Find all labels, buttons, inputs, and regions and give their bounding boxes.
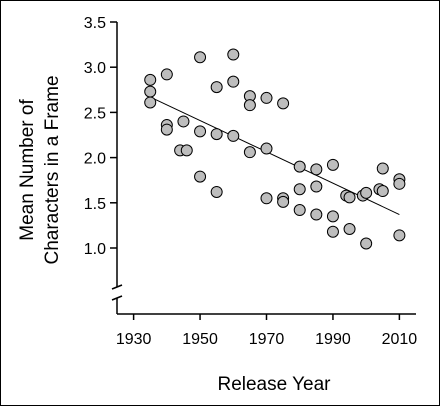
data-point bbox=[277, 195, 290, 208]
data-point bbox=[194, 170, 207, 183]
y-tick-label: 1.0 bbox=[84, 241, 106, 258]
data-point bbox=[260, 142, 273, 155]
data-point bbox=[393, 177, 406, 190]
data-point bbox=[260, 192, 273, 205]
x-tick-label: 1930 bbox=[116, 331, 152, 348]
data-point bbox=[326, 210, 339, 223]
y-tick-label: 3.0 bbox=[84, 60, 106, 77]
data-point bbox=[293, 183, 306, 196]
data-points bbox=[144, 48, 406, 250]
x-tick-label: 2010 bbox=[382, 331, 418, 348]
x-tick-label: 1970 bbox=[249, 331, 285, 348]
data-point bbox=[177, 115, 190, 128]
y-tick-label: 3.5 bbox=[84, 15, 106, 32]
data-point bbox=[293, 204, 306, 217]
data-point bbox=[376, 162, 389, 175]
data-point bbox=[326, 158, 339, 171]
data-point bbox=[227, 75, 240, 88]
data-point bbox=[180, 144, 193, 157]
data-point bbox=[310, 163, 323, 176]
data-point bbox=[194, 51, 207, 64]
data-point bbox=[260, 91, 273, 104]
data-point bbox=[310, 208, 323, 221]
data-point bbox=[376, 185, 389, 198]
data-point bbox=[210, 185, 223, 198]
data-point bbox=[160, 123, 173, 136]
data-point bbox=[243, 99, 256, 112]
data-point bbox=[326, 225, 339, 238]
data-point bbox=[293, 160, 306, 173]
data-point bbox=[210, 128, 223, 141]
data-point bbox=[144, 73, 157, 86]
data-point bbox=[144, 96, 157, 109]
data-point bbox=[343, 223, 356, 236]
data-point bbox=[144, 85, 157, 98]
data-point bbox=[210, 81, 223, 94]
data-point bbox=[343, 191, 356, 204]
data-point bbox=[360, 186, 373, 199]
x-axis-title: Release Year bbox=[217, 374, 331, 395]
data-point bbox=[194, 125, 207, 138]
y-tick-label: 2.5 bbox=[84, 105, 106, 122]
axes bbox=[111, 22, 416, 315]
data-point bbox=[227, 129, 240, 142]
data-point bbox=[277, 97, 290, 110]
x-tick-label: 1950 bbox=[182, 331, 218, 348]
y-axis-title-line-1: Mean Number of bbox=[17, 99, 38, 241]
ticks: 3.5 3.0 2.5 2.0 1.5 1.0 1930 1950 1970 1990 2010 bbox=[84, 15, 418, 348]
data-point bbox=[360, 237, 373, 250]
data-point bbox=[227, 48, 240, 61]
y-tick-label: 2.0 bbox=[84, 151, 106, 168]
axis-break-mark-upper bbox=[111, 284, 123, 290]
y-tick-label: 1.5 bbox=[84, 196, 106, 213]
y-axis-title-line-2: Characters in a Frame bbox=[42, 75, 63, 264]
axis-break-mark-lower bbox=[111, 295, 123, 301]
data-point bbox=[310, 180, 323, 193]
data-point bbox=[393, 229, 406, 242]
data-point bbox=[160, 68, 173, 81]
x-tick-label: 1990 bbox=[315, 331, 351, 348]
data-point bbox=[243, 146, 256, 159]
